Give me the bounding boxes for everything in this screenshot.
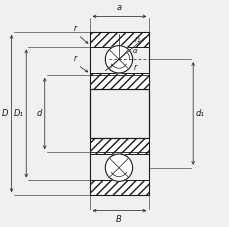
Bar — [89, 152, 149, 154]
Text: d₁: d₁ — [195, 109, 204, 118]
Bar — [89, 138, 149, 152]
Bar — [89, 73, 149, 75]
Text: d: d — [36, 109, 42, 118]
Bar — [89, 75, 149, 89]
Text: B: B — [116, 215, 121, 224]
Text: r: r — [73, 24, 76, 33]
Bar — [89, 32, 149, 47]
Text: D₁: D₁ — [13, 109, 23, 118]
Text: r₁: r₁ — [134, 35, 140, 44]
Bar — [89, 32, 149, 47]
Circle shape — [105, 46, 132, 73]
Bar — [89, 180, 149, 195]
Text: r: r — [133, 63, 136, 72]
Bar — [89, 89, 149, 138]
Text: α: α — [132, 48, 137, 54]
Bar — [89, 152, 149, 154]
Bar — [89, 138, 149, 152]
Bar — [89, 75, 149, 152]
Bar — [89, 73, 149, 75]
Text: r: r — [73, 54, 76, 63]
Text: a: a — [116, 3, 121, 12]
Text: D: D — [2, 109, 9, 118]
Bar — [89, 180, 149, 195]
Circle shape — [105, 154, 132, 181]
Bar — [89, 75, 149, 89]
